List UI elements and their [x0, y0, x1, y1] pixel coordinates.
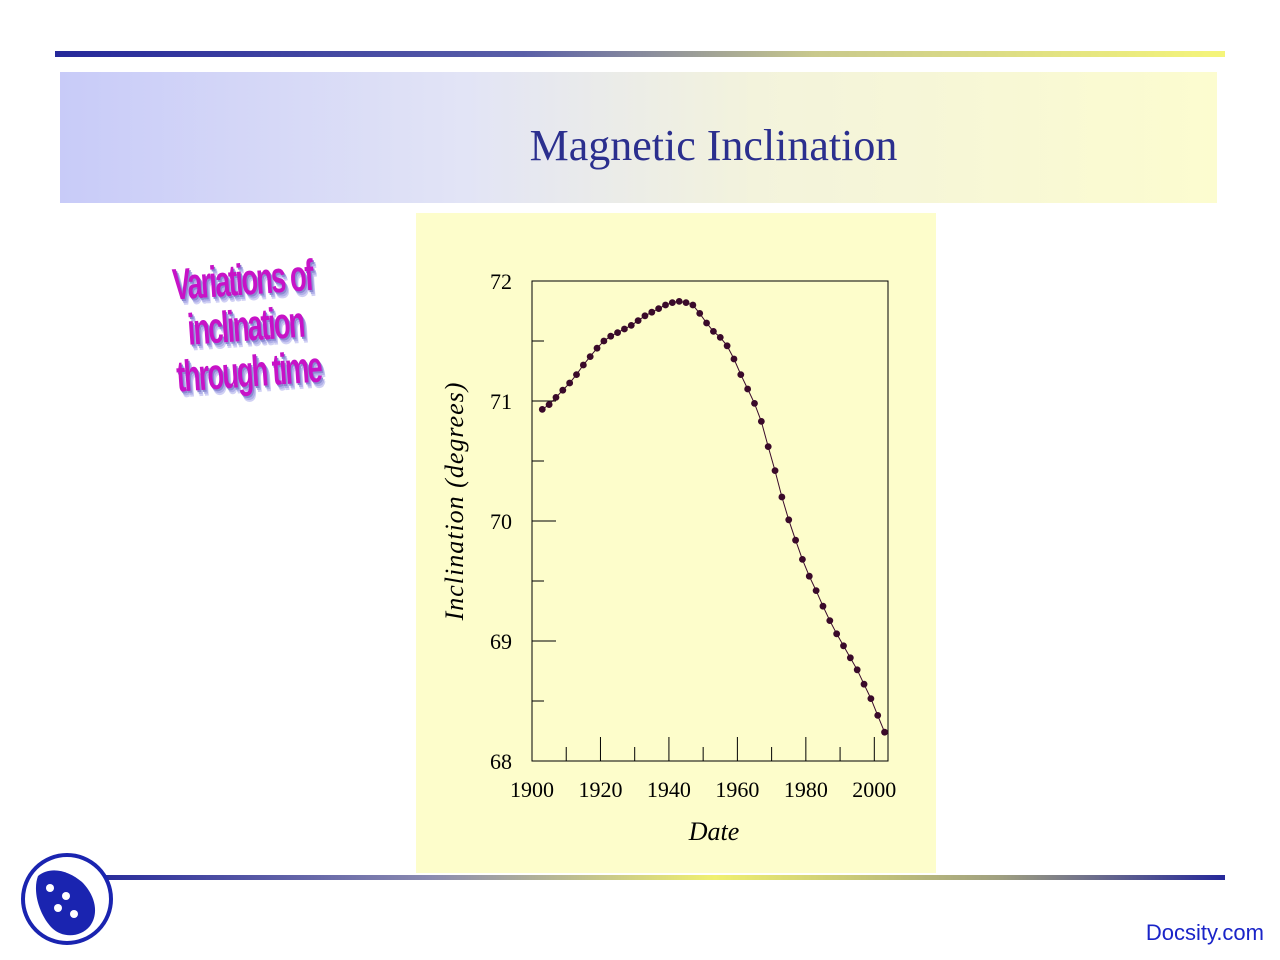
data-point [682, 299, 690, 306]
data-point [696, 310, 704, 317]
docsity-brand-link[interactable]: Docsity.com [1145, 920, 1264, 945]
x-axis: 1900 1920 1940 1960 1980 2000 [510, 737, 896, 802]
data-point [559, 386, 567, 394]
data-point [600, 337, 608, 345]
data-point [805, 572, 813, 580]
data-point [716, 334, 724, 341]
data-point [833, 630, 841, 638]
data-point [614, 329, 621, 336]
data-point [846, 654, 854, 662]
data-point [730, 355, 738, 363]
data-point [662, 301, 669, 309]
data-point [586, 353, 594, 360]
series-line [542, 300, 886, 733]
plot-frame [531, 280, 889, 762]
top-divider [55, 51, 1225, 57]
title-band: Magnetic Inclination [60, 72, 1217, 203]
data-point [607, 332, 615, 340]
data-point [812, 587, 820, 594]
data-point [675, 298, 683, 305]
data-point [751, 400, 758, 407]
y-axis-label: Inclination (degrees) [440, 382, 469, 622]
data-point [874, 712, 882, 719]
bottom-divider [90, 875, 1225, 880]
data-point [778, 493, 786, 501]
data-point [545, 401, 553, 408]
data-point [819, 602, 827, 610]
data-point [552, 394, 560, 401]
data-point [648, 308, 656, 316]
x-tick-label: 1920 [578, 777, 622, 802]
data-point [703, 319, 710, 327]
y-tick-label: 70 [490, 509, 512, 534]
data-point [840, 642, 847, 650]
data-point [785, 516, 793, 524]
data-point [655, 305, 663, 312]
data-point [737, 371, 745, 378]
data-point [668, 299, 676, 306]
data-point [579, 361, 587, 369]
data-point [881, 728, 888, 736]
data-point [867, 695, 875, 702]
data-point [641, 312, 649, 320]
wordart-caption: Variations of inclination through time [96, 248, 395, 406]
data-point [627, 322, 635, 329]
data-point [723, 342, 731, 350]
wordart-line-2: through time [174, 342, 323, 402]
data-point [621, 325, 628, 333]
data-point [853, 666, 861, 674]
docsity-logo-icon [21, 853, 113, 945]
data-points [538, 298, 888, 736]
data-point [689, 301, 697, 309]
slide-title: Magnetic Inclination [529, 121, 898, 170]
x-axis-label: Date [688, 817, 740, 846]
data-point [792, 536, 799, 544]
x-tick-label: 1900 [510, 777, 554, 802]
inclination-chart: 68 69 70 71 72 1900 1920 1940 1960 1980 2000 Date… [440, 269, 896, 846]
data-point [593, 344, 601, 352]
data-point [757, 418, 765, 425]
chart-panel: 68 69 70 71 72 1900 1920 1940 1960 1980 2000 Date… [416, 213, 936, 873]
data-point [860, 680, 868, 688]
y-tick-label: 69 [490, 629, 512, 654]
data-point [573, 371, 580, 378]
data-point [771, 467, 779, 474]
data-point [826, 617, 834, 624]
wordart-line-1: Variations of inclination [170, 251, 314, 355]
x-tick-label: 1960 [715, 777, 759, 802]
y-tick-label: 68 [490, 749, 512, 774]
y-axis: 68 69 70 71 72 [490, 269, 556, 774]
data-point [764, 443, 772, 450]
data-point [634, 317, 642, 324]
data-point [799, 556, 806, 563]
x-tick-label: 2000 [852, 777, 896, 802]
data-point [744, 385, 752, 393]
data-point [538, 406, 546, 413]
x-tick-label: 1980 [784, 777, 828, 802]
data-point [710, 328, 717, 335]
y-tick-label: 72 [490, 269, 512, 294]
y-tick-label: 71 [490, 389, 512, 414]
data-point [566, 379, 574, 387]
x-tick-label: 1940 [647, 777, 691, 802]
